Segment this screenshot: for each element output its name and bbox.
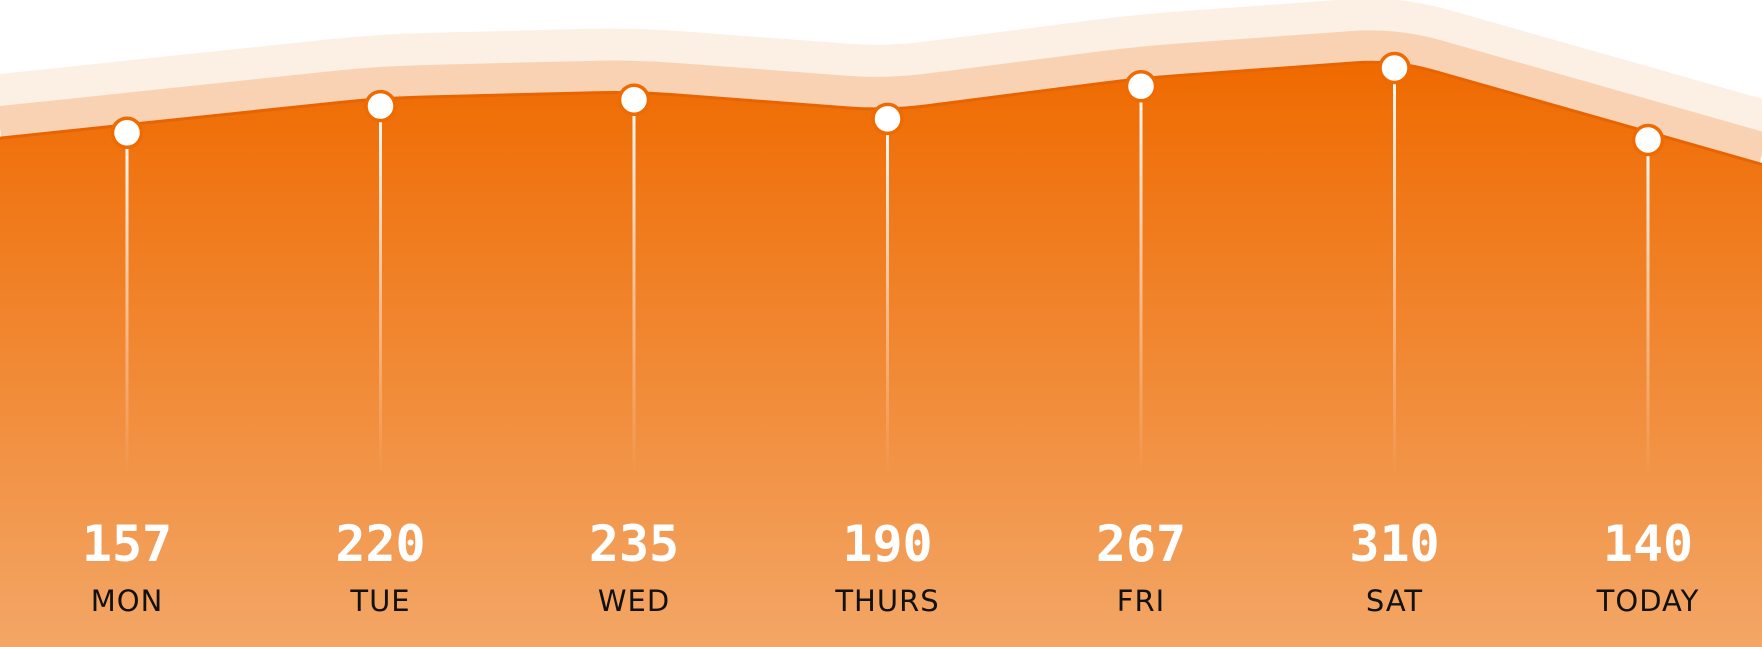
value-label-mon: 157 (82, 515, 172, 573)
stem-mon (125, 146, 129, 476)
point-fri (1124, 69, 1158, 103)
point-wed (617, 83, 651, 117)
day-label-today: TODAY (1596, 584, 1700, 618)
value-label-fri: 267 (1096, 515, 1186, 573)
value-label-today: 140 (1603, 515, 1693, 573)
point-sat (1378, 51, 1411, 85)
stem-sat (1393, 82, 1396, 475)
stem-thurs (886, 132, 889, 475)
stem-fri (1139, 100, 1143, 475)
point-thurs (871, 102, 904, 136)
chart-marks: 157 MON 220 TUE 235 WED 190 THURS 267 FRI 310 SAT 14… (82, 51, 1700, 618)
stem-tue (379, 120, 382, 475)
value-label-tue: 220 (335, 515, 425, 573)
highlight-band-inner (0, 30, 1762, 176)
area-fill (0, 62, 1762, 647)
point-today (1631, 123, 1665, 157)
day-label-sat: SAT (1366, 584, 1423, 618)
value-label-wed: 235 (589, 515, 679, 573)
point-mon (110, 116, 144, 150)
stem-wed (632, 113, 636, 475)
value-label-sat: 310 (1349, 515, 1439, 573)
day-label-fri: FRI (1117, 584, 1165, 618)
day-label-tue: TUE (349, 584, 410, 618)
day-label-wed: WED (598, 584, 670, 618)
day-label-thurs: THURS (834, 584, 939, 618)
value-label-thurs: 190 (842, 515, 932, 573)
day-label-mon: MON (91, 584, 164, 618)
point-tue (364, 89, 397, 123)
stem-today (1646, 154, 1650, 475)
